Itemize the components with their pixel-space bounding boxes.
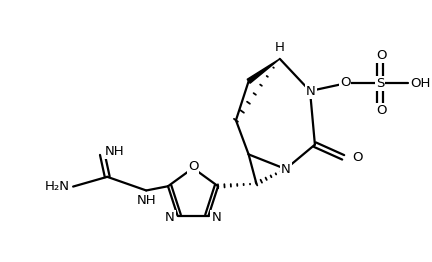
Text: H₂N: H₂N: [45, 180, 70, 193]
Text: S: S: [376, 77, 384, 90]
Text: N: N: [211, 211, 221, 224]
Text: N: N: [281, 162, 291, 176]
Text: NH: NH: [137, 194, 156, 207]
Text: O: O: [340, 76, 350, 89]
Text: H: H: [275, 41, 285, 54]
Text: OH: OH: [410, 77, 431, 90]
Text: N: N: [306, 85, 316, 97]
Text: O: O: [188, 160, 198, 173]
Text: N: N: [165, 211, 175, 224]
Text: O: O: [376, 104, 387, 117]
Text: O: O: [376, 50, 387, 62]
Text: NH: NH: [104, 145, 124, 158]
Polygon shape: [247, 59, 280, 83]
Text: O: O: [352, 151, 362, 164]
